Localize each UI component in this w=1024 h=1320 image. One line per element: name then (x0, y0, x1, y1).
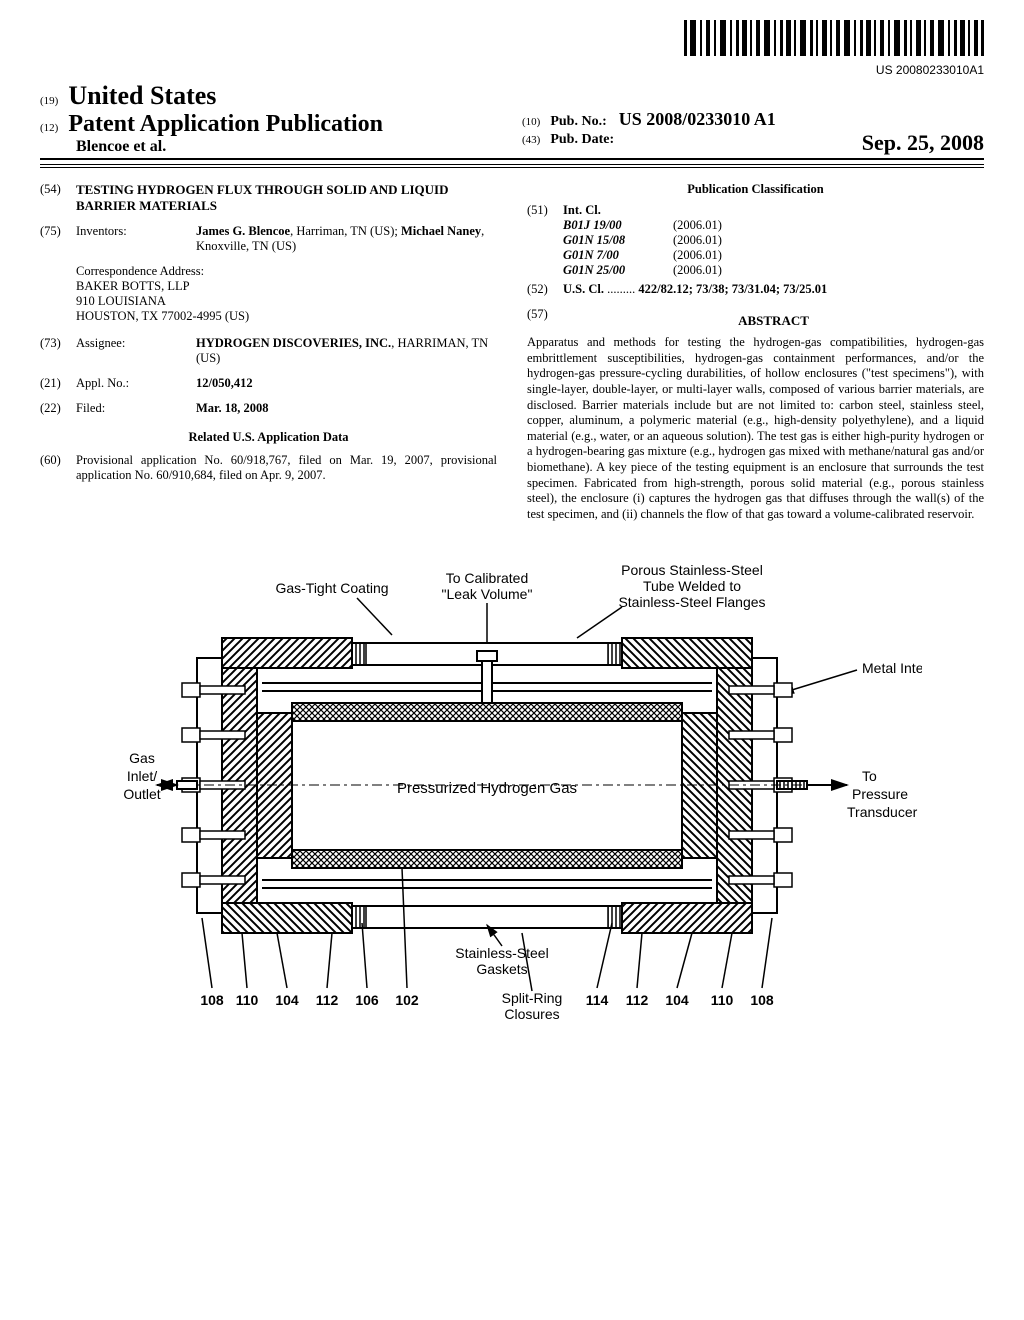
biblio-left: (54) TESTING HYDROGEN FLUX THROUGH SOLID… (40, 182, 497, 523)
num-12: (12) (40, 122, 58, 134)
num-60: (60) (40, 453, 76, 483)
figure: Gas-Tight Coating To Calibrated "Leak Vo… (40, 563, 984, 1048)
applno: 12/050,412 (196, 376, 497, 391)
ref-110b: 110 (711, 992, 734, 1008)
double-rule (40, 164, 984, 168)
intcl-label: Int. Cl. (563, 203, 601, 218)
barcode-text: US 20080233010A1 (40, 63, 984, 77)
num-51: (51) (527, 203, 563, 218)
figure-svg: Gas-Tight Coating To Calibrated "Leak Vo… (102, 563, 922, 1043)
intcl-year: (2006.01) (673, 218, 773, 233)
intcl-year: (2006.01) (673, 248, 773, 263)
label-transducer: Transducer (847, 804, 918, 820)
barcode (684, 20, 984, 61)
assignee-label: Assignee: (76, 336, 196, 366)
num-75: (75) (40, 224, 76, 254)
label-ss-gaskets: Stainless-Steel (455, 945, 548, 961)
related-text: Provisional application No. 60/918,767, … (76, 453, 497, 483)
inventors-label: Inventors: (76, 224, 196, 254)
pub-no: US 2008/0233010 A1 (619, 109, 776, 129)
assignee: HYDROGEN DISCOVERIES, INC., HARRIMAN, TN… (196, 336, 497, 366)
label-to-calibrated: To Calibrated (446, 570, 529, 586)
num-10: (10) (522, 116, 540, 128)
label-gaskets: Gaskets (476, 961, 527, 977)
inventors-short: Blencoe et al. (40, 138, 502, 156)
abstract-heading: ABSTRACT (563, 313, 984, 329)
intcl-code: G01N 25/00 (563, 263, 673, 278)
label-porous2: Tube Welded to (643, 578, 741, 594)
label-metal: Metal Interlayer (862, 660, 922, 676)
ref-102: 102 (395, 992, 419, 1008)
filed-label: Filed: (76, 401, 196, 416)
label-to: To (862, 768, 877, 784)
intcl-year: (2006.01) (673, 263, 773, 278)
label-outlet: Outlet (123, 786, 160, 802)
header-right: (10) Pub. No.: US 2008/0233010 A1 (43) P… (502, 109, 984, 156)
title: TESTING HYDROGEN FLUX THROUGH SOLID AND … (76, 182, 497, 214)
uscl: U.S. Cl. ......... 422/82.12; 73/38; 73/… (563, 282, 827, 297)
corr-line2: 910 LOUISIANA (76, 294, 497, 309)
pub-date-label: Pub. Date: (550, 132, 614, 147)
correspondence: Correspondence Address: BAKER BOTTS, LLP… (76, 264, 497, 324)
ref-110: 110 (236, 992, 259, 1008)
publication-type: Patent Application Publication (68, 111, 383, 137)
label-closures: Closures (504, 1006, 559, 1022)
num-52: (52) (527, 282, 563, 297)
num-19: (19) (40, 95, 58, 107)
num-57: (57) (527, 307, 563, 335)
label-gas-tight: Gas-Tight Coating (275, 580, 388, 596)
label-porous3: Stainless-Steel Flanges (618, 594, 765, 610)
label-leak-volume: "Leak Volume" (442, 586, 533, 602)
header: (19) United States (12) Patent Applicati… (40, 81, 984, 160)
label-porous1: Porous Stainless-Steel (621, 563, 763, 578)
bibliographic: (54) TESTING HYDROGEN FLUX THROUGH SOLID… (40, 182, 984, 523)
ref-104b: 104 (665, 992, 689, 1008)
inventors: James G. Blencoe, Harriman, TN (US); Mic… (196, 224, 497, 254)
pub-date: Sep. 25, 2008 (862, 130, 984, 156)
filed: Mar. 18, 2008 (196, 401, 497, 416)
ref-104: 104 (275, 992, 299, 1008)
num-21: (21) (40, 376, 76, 391)
applno-label: Appl. No.: (76, 376, 196, 391)
label-inlet: Inlet/ (127, 768, 157, 784)
barcode-svg (684, 20, 984, 56)
classification-heading: Publication Classification (527, 182, 984, 197)
ref-112b: 112 (626, 992, 649, 1008)
ref-108: 108 (200, 992, 224, 1008)
intcl-year: (2006.01) (673, 233, 773, 248)
barcode-area: US 20080233010A1 (40, 20, 984, 77)
ref-106: 106 (355, 992, 379, 1008)
corr-label: Correspondence Address: (76, 264, 497, 279)
intcl-table: B01J 19/00(2006.01) G01N 15/08(2006.01) … (563, 218, 984, 278)
assembly: Pressurized Hydrogen Gas (157, 638, 847, 933)
label-pressurized: Pressurized Hydrogen Gas (397, 780, 577, 797)
intcl-code: G01N 7/00 (563, 248, 673, 263)
num-22: (22) (40, 401, 76, 416)
ref-114: 114 (586, 992, 609, 1008)
num-54: (54) (40, 182, 76, 214)
corr-line3: HOUSTON, TX 77002-4995 (US) (76, 309, 497, 324)
corr-line1: BAKER BOTTS, LLP (76, 279, 497, 294)
intcl-code: B01J 19/00 (563, 218, 673, 233)
pub-no-label: Pub. No.: (550, 114, 606, 129)
label-pressure: Pressure (852, 786, 908, 802)
header-left: (19) United States (12) Patent Applicati… (40, 81, 502, 156)
related-heading: Related U.S. Application Data (40, 430, 497, 445)
abstract-text: Apparatus and methods for testing the hy… (527, 335, 984, 523)
num-43: (43) (522, 134, 540, 146)
intcl-code: G01N 15/08 (563, 233, 673, 248)
label-split-ring: Split-Ring (502, 990, 563, 1006)
country: United States (68, 81, 216, 110)
label-gas: Gas (129, 750, 155, 766)
biblio-right: Publication Classification (51) Int. Cl.… (527, 182, 984, 523)
num-73: (73) (40, 336, 76, 366)
ref-112: 112 (316, 992, 339, 1008)
ref-108b: 108 (750, 992, 774, 1008)
